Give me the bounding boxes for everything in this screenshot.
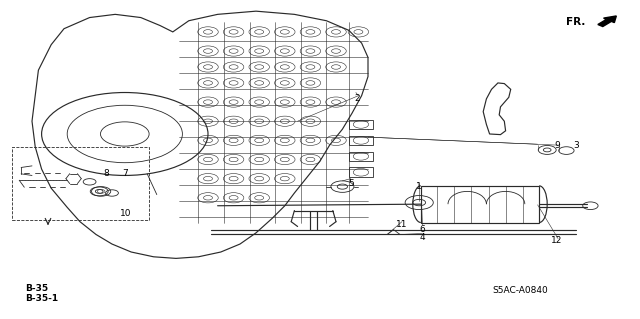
Text: 7: 7 — [123, 169, 128, 178]
Text: 12: 12 — [551, 236, 563, 245]
Bar — [349, 152, 373, 161]
Bar — [349, 120, 373, 129]
Bar — [421, 186, 540, 223]
Text: 11: 11 — [396, 220, 408, 229]
Text: FR.: FR. — [566, 17, 586, 27]
Bar — [12, 147, 149, 220]
Text: 6: 6 — [420, 225, 425, 234]
FancyArrow shape — [598, 16, 616, 26]
Text: 8: 8 — [104, 169, 109, 178]
Text: 2: 2 — [355, 94, 360, 103]
Text: 10: 10 — [120, 209, 131, 218]
Text: 1: 1 — [417, 182, 422, 191]
Text: B-35-1: B-35-1 — [26, 294, 59, 303]
Text: S5AC-A0840: S5AC-A0840 — [493, 286, 548, 295]
Text: 3: 3 — [573, 141, 579, 150]
Text: 5: 5 — [348, 179, 353, 188]
Text: 4: 4 — [420, 233, 425, 242]
Text: B-35: B-35 — [26, 284, 49, 293]
Text: 9: 9 — [554, 141, 559, 150]
Bar — [349, 136, 373, 145]
Bar — [349, 167, 373, 177]
